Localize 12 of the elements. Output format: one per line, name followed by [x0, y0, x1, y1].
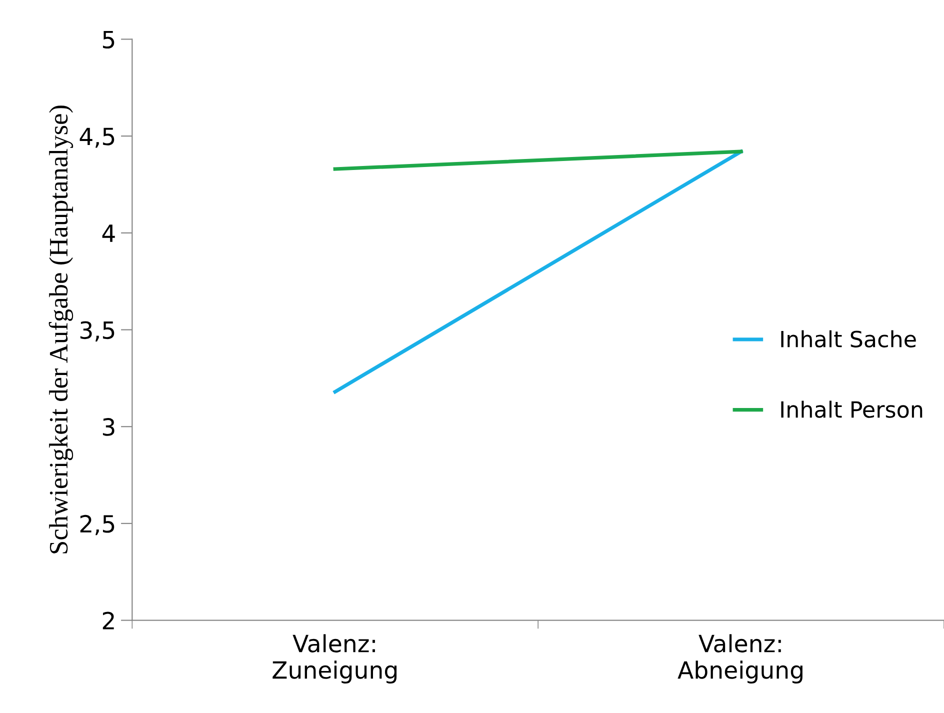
y-tick-label: 5 — [102, 30, 114, 49]
x-tick-label: Valenz: Zuneigung — [272, 634, 397, 684]
y-tick-label: 2 — [102, 612, 114, 630]
x-tick-label: Valenz: Abneigung — [678, 634, 802, 684]
y-tick-label: 3 — [102, 418, 114, 436]
y-axis-title: Schwierigkeit der Aufgabe (Hauptanalyse) — [48, 106, 74, 554]
legend-label: Inhalt Sache — [781, 330, 916, 348]
y-tick-label: 2,5 — [80, 514, 114, 536]
y-tick-label: 3,5 — [80, 321, 114, 342]
y-tick-label: 4 — [102, 224, 115, 242]
legend-label: Inhalt Person — [781, 400, 922, 418]
y-tick-label: 4,5 — [80, 128, 114, 148]
